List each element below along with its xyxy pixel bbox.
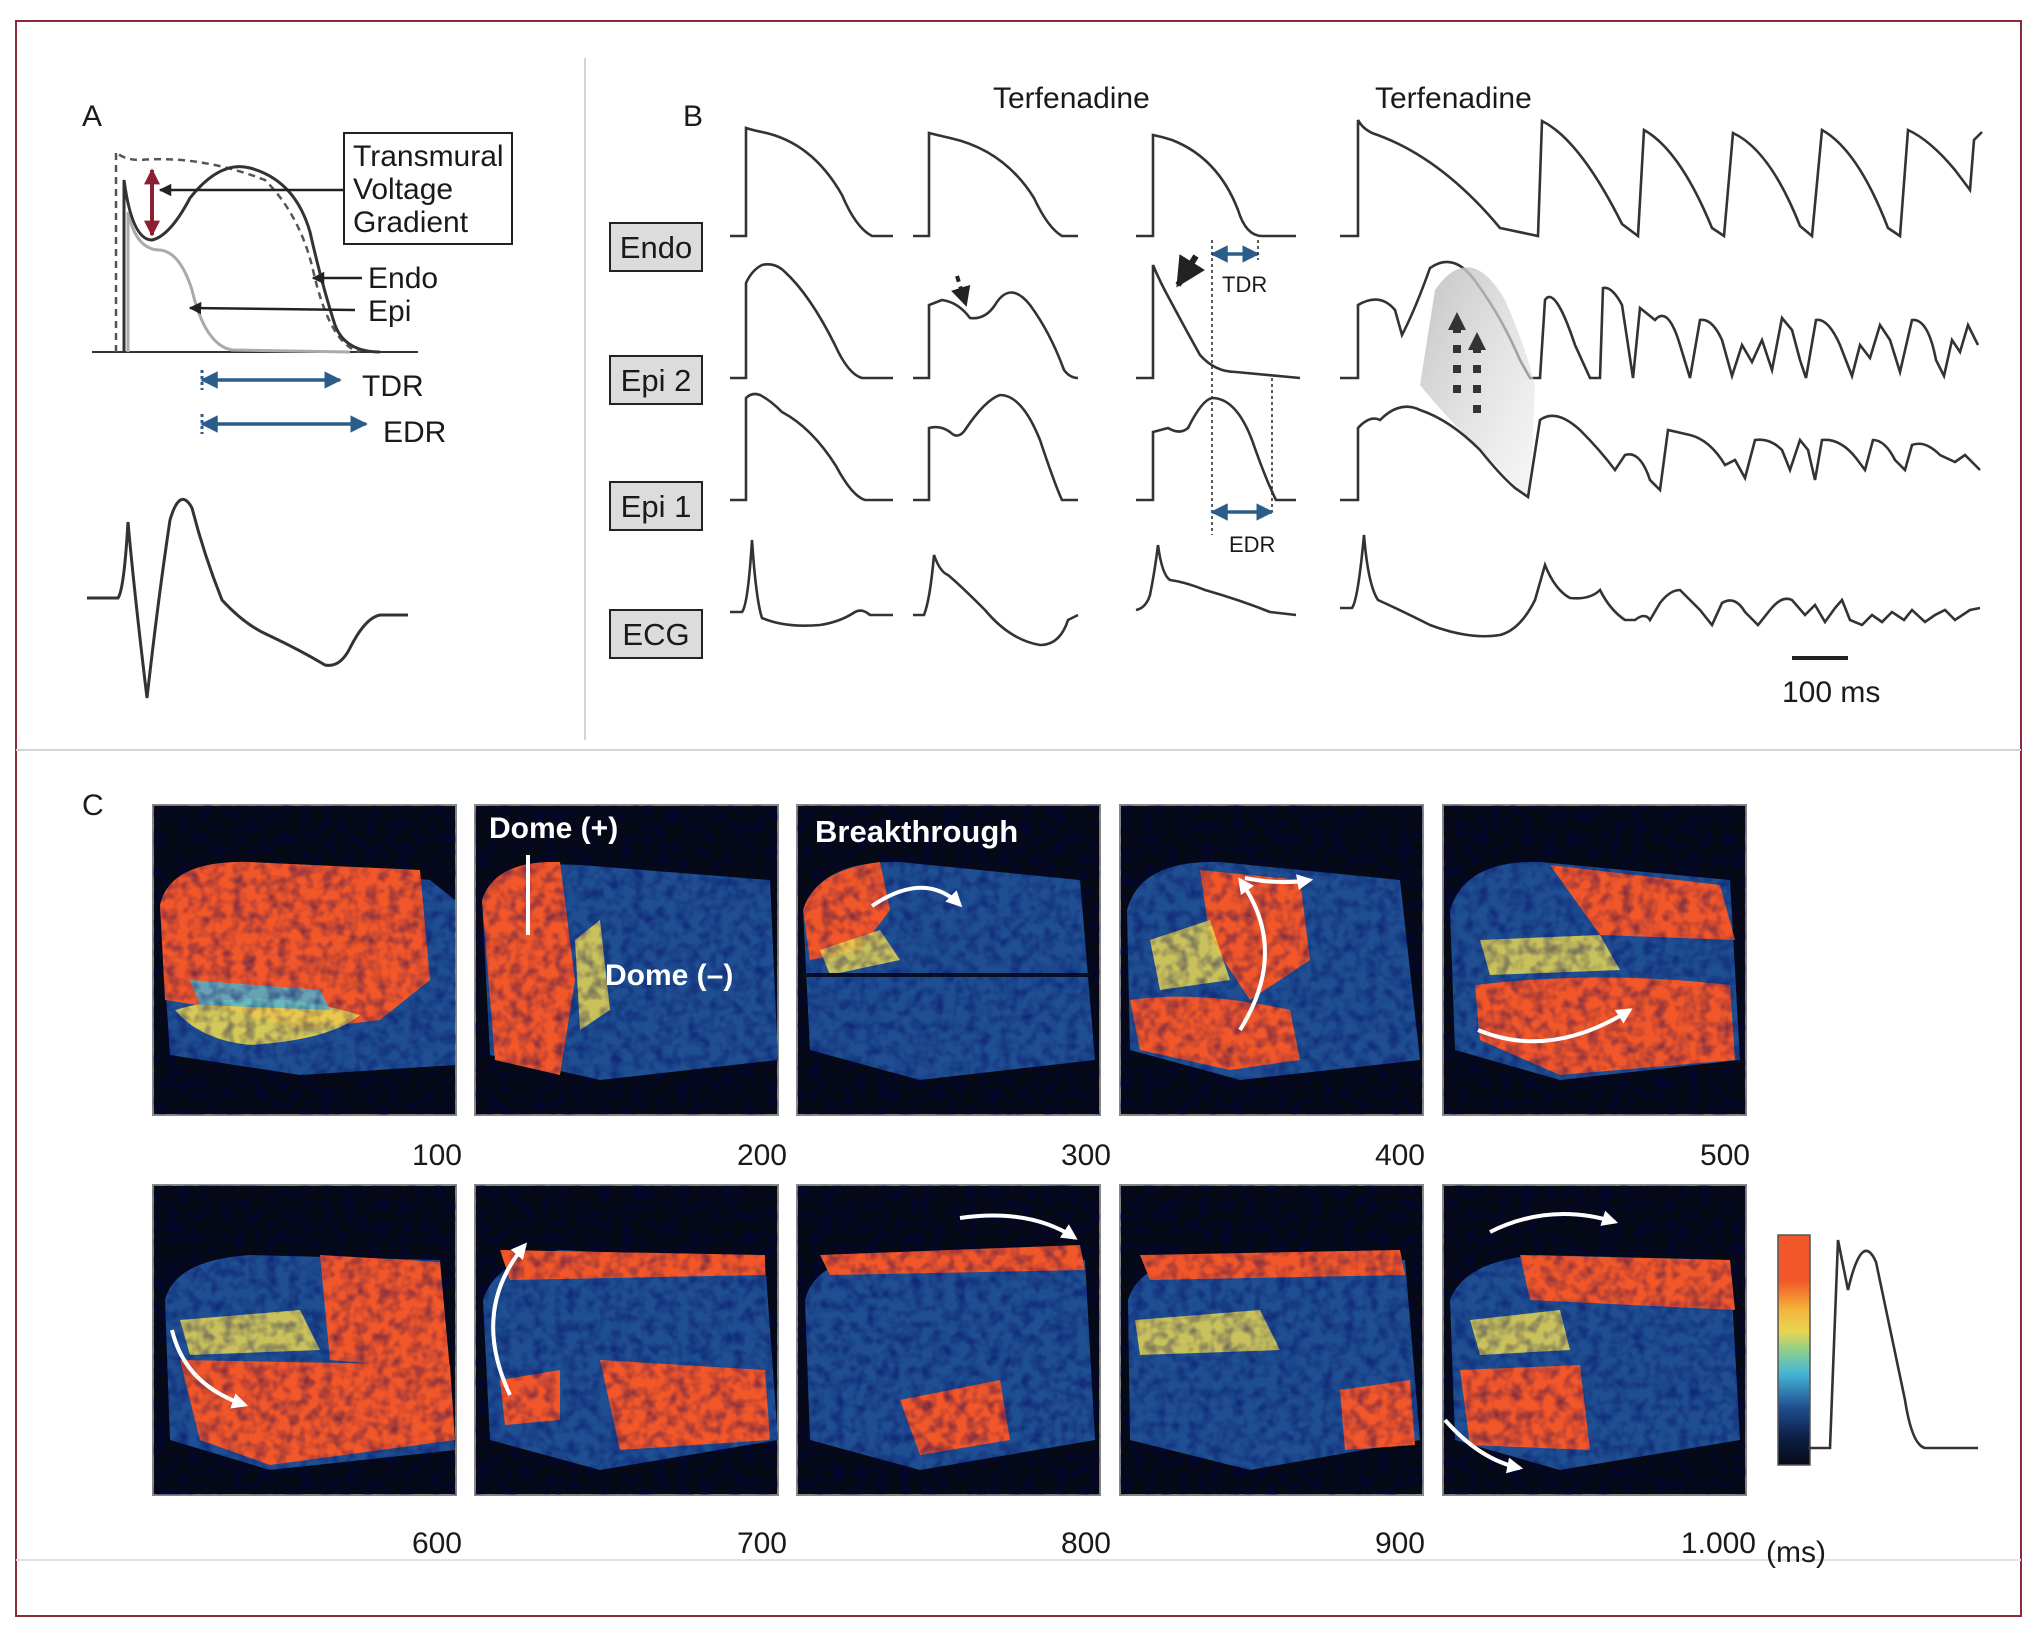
endo-beat-2	[913, 131, 1078, 238]
time-label-100: 100	[412, 1139, 462, 1172]
color-scale-ap-trace	[1808, 1239, 1978, 1450]
row-label-epi1: Epi 1	[621, 489, 692, 524]
label-epi: Epi	[368, 295, 411, 328]
reentry-shaded-region	[1420, 267, 1535, 500]
map-tile-1000	[1442, 1184, 1747, 1496]
label-endo: Endo	[368, 262, 438, 295]
time-label-800: 800	[1061, 1527, 1111, 1560]
ecg-beat-2	[913, 554, 1079, 647]
transmural-voltage-gradient-box	[343, 132, 513, 245]
epi1-beat-3	[1136, 396, 1296, 502]
panel-c-letter: C	[82, 789, 104, 822]
row-label-box-epi1	[609, 481, 703, 531]
panel-a-ecg-trace	[87, 497, 408, 699]
time-unit-label: (ms)	[1766, 1536, 1826, 1569]
label-edr: EDR	[383, 416, 446, 449]
epi2-beat-1	[730, 263, 893, 380]
drug-label-2: Terfenadine	[1375, 82, 1532, 115]
figure-border	[15, 20, 2022, 1617]
callout-line-1: Transmural	[353, 140, 504, 173]
trace-row-endo	[730, 118, 1983, 239]
time-label-500: 500	[1700, 1139, 1750, 1172]
breakthrough-label: Breakthrough	[815, 814, 1018, 849]
panel-b-letter: B	[683, 100, 703, 133]
ecg-train	[1340, 534, 1981, 638]
epi2-notch-arrow	[951, 275, 971, 307]
scale-bar-label: 100 ms	[1782, 676, 1880, 709]
drug-label-1: Terfenadine	[993, 82, 1150, 115]
row-label-box-ecg	[609, 609, 703, 659]
label-tdr-b: TDR	[1222, 272, 1267, 297]
callout-line-2: Voltage	[353, 173, 453, 206]
panel-c: C	[82, 789, 1978, 1569]
row-label-box-endo	[609, 222, 703, 272]
map-tile-700	[474, 1184, 779, 1496]
row-label-endo: Endo	[620, 230, 692, 265]
time-label-200: 200	[737, 1139, 787, 1172]
epi2-beat-3	[1136, 264, 1301, 380]
dome-plus-label: Dome (+)	[489, 812, 618, 845]
epi2-phase2-arrow	[1175, 254, 1205, 288]
time-label-1000: 1.000	[1681, 1527, 1756, 1560]
time-label-900: 900	[1375, 1527, 1425, 1560]
ecg-beat-1	[730, 539, 893, 627]
trace-row-epi1	[730, 392, 1981, 502]
epi1-beat-2	[913, 393, 1078, 502]
reentry-arrows	[1448, 312, 1486, 413]
row-label-epi2: Epi 2	[621, 363, 692, 398]
endo-train	[1340, 118, 1983, 239]
epi1-beat-1	[730, 392, 893, 502]
time-label-300: 300	[1061, 1139, 1111, 1172]
epi-action-potential	[126, 211, 351, 354]
time-label-700: 700	[737, 1527, 787, 1560]
dome-minus-label: Dome (–)	[605, 959, 733, 992]
label-edr-b: EDR	[1229, 532, 1275, 557]
epi1-train	[1340, 405, 1981, 502]
map-tile-900	[1119, 1184, 1424, 1496]
callout-line-3: Gradient	[353, 206, 469, 239]
endo-beat-3	[1136, 133, 1296, 238]
endo-beat-1	[730, 126, 893, 238]
map-tile-200	[474, 804, 779, 1116]
panel-a-letter: A	[82, 100, 102, 133]
map-tile-100	[152, 804, 457, 1116]
ecg-beat-3	[1135, 544, 1297, 617]
trace-row-epi2	[730, 260, 1980, 381]
panel-b: B Terfenadine Terfenadine Endo Epi 2 Epi…	[609, 82, 1983, 709]
map-tile-500	[1442, 804, 1747, 1116]
row-label-box-epi2	[609, 355, 703, 405]
map-tile-300	[796, 804, 1101, 1116]
map-tile-400	[1119, 804, 1424, 1116]
endo-action-potential	[122, 165, 381, 354]
label-tdr: TDR	[362, 370, 424, 403]
trace-row-ecg	[730, 534, 1981, 647]
epi2-train	[1340, 260, 1980, 381]
row-label-ecg: ECG	[622, 617, 689, 652]
epi2-beat-2	[913, 291, 1079, 380]
map-tile-800	[796, 1184, 1101, 1496]
panel-a: A Transmural Voltage Gradient Endo Epi T…	[82, 100, 513, 699]
epi-pointer	[188, 301, 356, 315]
color-scale-bar	[1777, 1234, 1811, 1466]
map-tile-600	[152, 1184, 457, 1496]
time-label-400: 400	[1375, 1139, 1425, 1172]
time-label-600: 600	[412, 1527, 462, 1560]
